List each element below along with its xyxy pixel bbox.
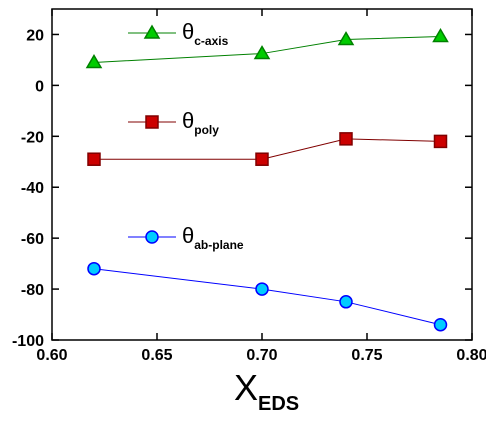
legend-marker [145, 230, 159, 244]
marker [87, 152, 101, 166]
marker [87, 261, 101, 276]
y-tick-label: -40 [21, 180, 44, 197]
marker [339, 132, 353, 146]
series-line [93, 35, 441, 63]
marker [255, 282, 269, 296]
y-tick-label: -60 [21, 231, 44, 248]
marker [432, 28, 449, 43]
marker [433, 317, 448, 332]
x-tick-label: 0.60 [36, 347, 67, 364]
y-tick-label: 0 [35, 78, 44, 95]
x-tick-label: 0.80 [456, 347, 486, 364]
x-tick-label: 0.65 [141, 347, 172, 364]
legend-label: θab-plane [182, 223, 244, 252]
marker [85, 53, 103, 69]
marker [337, 31, 355, 46]
x-tick-label: 0.75 [351, 347, 382, 364]
marker [339, 295, 353, 309]
y-tick-label: -20 [21, 129, 44, 146]
y-tick-label: -100 [12, 333, 44, 350]
series-line [93, 268, 441, 326]
y-tick-label: 20 [26, 27, 44, 44]
legend-marker [143, 24, 161, 39]
x-tick-label: 0.70 [246, 347, 277, 364]
series-line [94, 138, 441, 160]
legend-marker [145, 115, 159, 129]
legend-label: θc-axis [182, 19, 229, 48]
x-axis-label: XEDS [234, 367, 299, 415]
y-tick-label: -80 [21, 282, 44, 299]
marker [433, 134, 448, 149]
marker [255, 152, 269, 166]
legend-label: θpoly [182, 108, 219, 137]
marker [253, 45, 271, 60]
